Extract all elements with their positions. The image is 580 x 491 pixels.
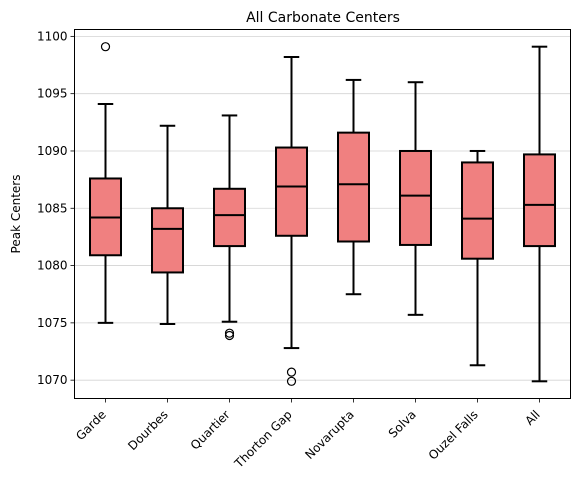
outlier-point <box>224 328 235 338</box>
iqr-box <box>337 131 370 243</box>
iqr-box <box>461 161 494 260</box>
y-tick-label: 1080 <box>37 259 68 273</box>
box-group <box>213 114 246 341</box>
x-tick-label: All <box>522 408 542 428</box>
outlier-point <box>100 42 111 52</box>
x-tick-label: Thorton Gap <box>231 408 295 472</box>
iqr-box <box>213 187 246 248</box>
y-tick-label: 1075 <box>37 316 68 330</box>
box-layer <box>89 42 556 386</box>
y-axis-label: Peak Centers <box>9 175 23 254</box>
box-group <box>523 45 556 383</box>
box-group <box>275 56 308 386</box>
box-group <box>461 149 494 367</box>
x-tick-label: Solva <box>386 408 419 441</box>
y-tick-label: 1070 <box>37 373 68 387</box>
x-tick-label: Dourbes <box>125 408 171 454</box>
outlier-point <box>286 367 297 377</box>
plot-frame <box>74 29 571 399</box>
box-group <box>151 124 184 326</box>
x-tick-label: Garde <box>73 408 109 444</box>
outlier-point <box>224 330 235 341</box>
box-group <box>399 81 432 316</box>
chart-title: All Carbonate Centers <box>246 10 400 26</box>
iqr-box <box>275 146 308 237</box>
x-tick-label: Novarupta <box>302 408 356 462</box>
y-tick-label: 1090 <box>37 144 68 158</box>
outlier-point <box>286 376 297 386</box>
box-group <box>337 78 370 296</box>
y-tick-label: 1100 <box>37 29 68 43</box>
box-group <box>89 42 122 324</box>
grid-layer <box>74 35 571 381</box>
iqr-box <box>523 153 556 248</box>
x-tick-label: Quartier <box>188 408 233 453</box>
y-tick-label: 1085 <box>37 201 68 215</box>
iqr-box <box>399 149 432 246</box>
y-tick-label: 1095 <box>37 87 68 101</box>
iqr-box <box>151 207 184 274</box>
x-tick-label: Ouzel Falls <box>426 408 481 463</box>
